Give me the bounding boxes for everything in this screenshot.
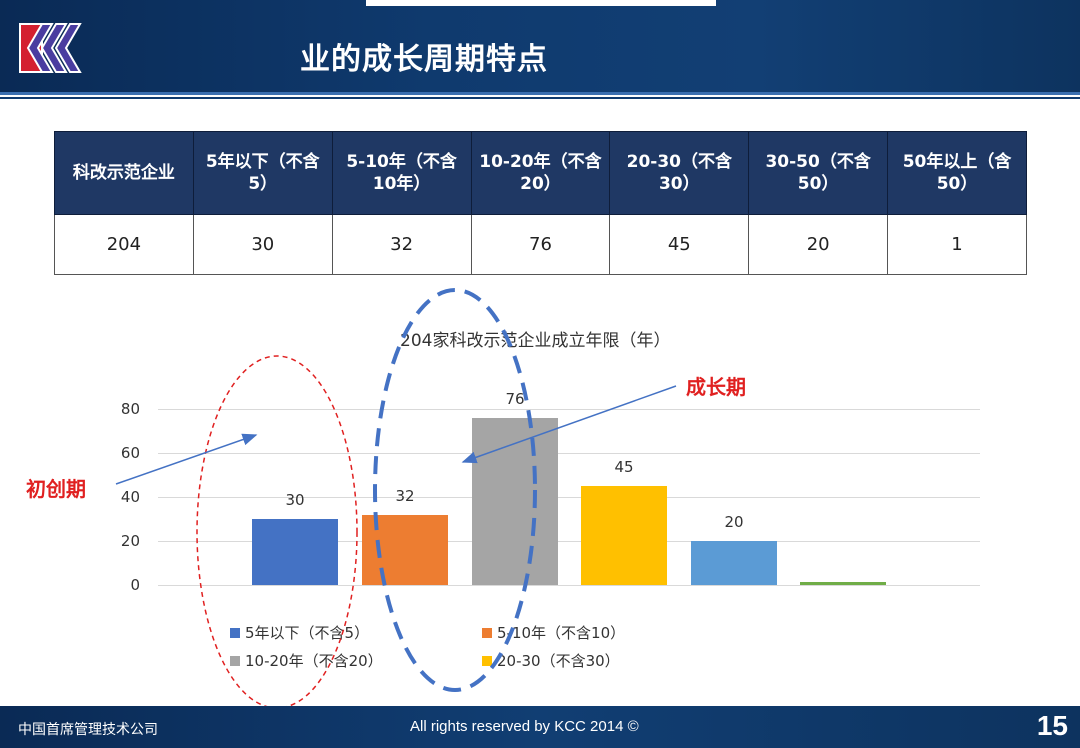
table-header-cell: 50年以上（含50） xyxy=(887,131,1027,215)
table-header-cell: 科改示范企业 xyxy=(54,131,194,215)
table-cell: 76 xyxy=(470,214,611,275)
y-tick-label: 20 xyxy=(120,532,140,550)
bar-over-50-years xyxy=(800,582,886,585)
y-tick-label: 80 xyxy=(120,400,140,418)
legend-swatch xyxy=(482,627,492,638)
gridline xyxy=(158,497,980,498)
legend-item: 20-30（不含30） xyxy=(482,650,620,671)
bar-value-label: 76 xyxy=(505,390,525,408)
startup-annotation: 初创期 xyxy=(26,477,86,501)
bar-10-20-years xyxy=(472,418,558,585)
bar-value-label: 32 xyxy=(395,487,415,505)
gridline xyxy=(158,541,980,542)
growth-ellipse xyxy=(373,288,537,692)
table-cell: 30 xyxy=(192,214,333,275)
startup-ellipse xyxy=(196,355,358,709)
growth-annotation: 成长期 xyxy=(686,375,746,399)
legend-label: 5-10年（不含10） xyxy=(497,624,626,642)
bar-value-label: 45 xyxy=(614,458,634,476)
bar-value-label: 30 xyxy=(285,491,305,509)
table-header-cell: 5年以下（不含5） xyxy=(192,131,333,215)
gridline xyxy=(158,409,980,410)
header-divider xyxy=(0,92,1080,95)
header-bar: 业的成长周期特点 xyxy=(0,0,1080,92)
y-tick-label: 60 xyxy=(120,444,140,462)
bar-under-5-years xyxy=(252,519,338,585)
legend-swatch xyxy=(230,627,240,638)
table-header-cell: 30-50（不含50） xyxy=(748,131,889,215)
y-tick-label: 0 xyxy=(130,576,140,594)
legend-swatch xyxy=(482,655,492,666)
y-tick-label: 40 xyxy=(120,488,140,506)
legend-swatch xyxy=(230,655,240,666)
page-title: 业的成长周期特点 xyxy=(300,42,548,77)
table-header-cell: 5-10年（不含10年） xyxy=(331,131,472,215)
startup-arrow-icon xyxy=(115,433,258,485)
chart-title: 204家科改示范企业成立年限（年） xyxy=(400,331,671,351)
bar-30-50-years xyxy=(691,541,777,585)
bar-20-30-years xyxy=(581,486,667,585)
header-divider-gap xyxy=(0,95,1080,97)
footer-bar: 中国首席管理技术公司 All rights reserved by KCC 20… xyxy=(0,706,1080,748)
table-cell: 204 xyxy=(54,214,194,275)
kcc-logo-icon xyxy=(19,23,82,73)
legend-label: 5年以下（不含5） xyxy=(245,624,370,642)
table-cell: 32 xyxy=(331,214,472,275)
table-cell: 45 xyxy=(609,214,750,275)
footer-copyright: All rights reserved by KCC 2014 © xyxy=(410,718,639,735)
bar-value-label: 20 xyxy=(724,513,744,531)
legend-item: 5年以下（不含5） xyxy=(230,622,369,643)
gridline xyxy=(158,585,980,586)
legend-item: 5-10年（不含10） xyxy=(482,622,625,643)
legend-label: 10-20年（不含20） xyxy=(245,652,383,670)
enterprise-age-table: 科改示范企业 5年以下（不含5） 5-10年（不含10年） 10-20年（不含2… xyxy=(54,131,1027,275)
table-header-cell: 20-30（不含30） xyxy=(609,131,750,215)
table-row: 204 30 32 76 45 20 1 xyxy=(54,214,1027,275)
header-tab xyxy=(366,0,716,6)
growth-arrow-icon xyxy=(461,385,677,464)
footer-company: 中国首席管理技术公司 xyxy=(18,722,158,738)
header-divider-bottom xyxy=(0,97,1080,99)
table-cell: 1 xyxy=(887,214,1027,275)
legend-item: 10-20年（不含20） xyxy=(230,650,383,671)
table-header-row: 科改示范企业 5年以下（不含5） 5-10年（不含10年） 10-20年（不含2… xyxy=(54,131,1027,215)
gridline xyxy=(158,453,980,454)
page-number: 15 xyxy=(1036,710,1068,741)
legend-label: 20-30（不含30） xyxy=(497,652,620,670)
